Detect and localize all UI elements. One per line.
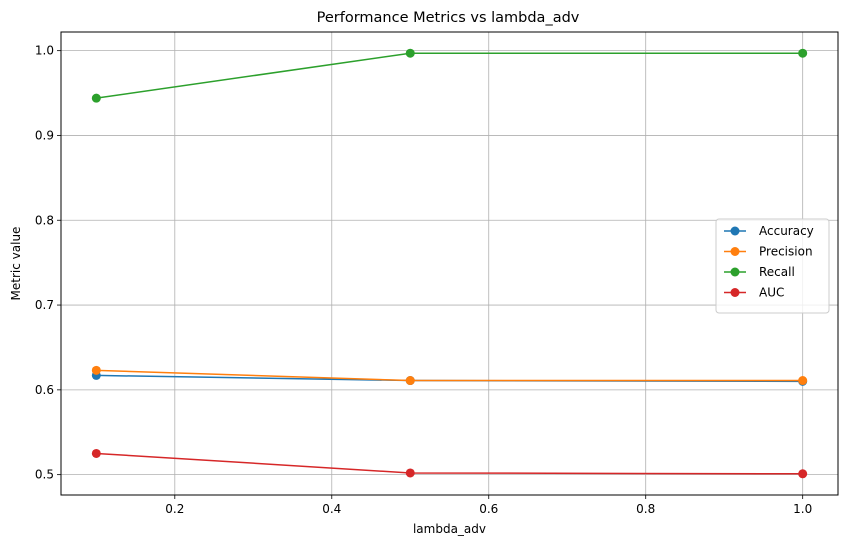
axis-ticks: 0.2 0.4 0.6 0.8 1.0 0.5 0.6 0.7 0.8 0.9 1.0 — [35, 44, 812, 516]
data-point-auc — [405, 468, 415, 478]
series-precision — [91, 365, 808, 386]
legend-label: Recall — [759, 265, 795, 279]
data-point-auc — [798, 469, 808, 479]
legend-label: AUC — [759, 286, 784, 300]
x-tick-label: 0.8 — [636, 502, 655, 516]
legend-label: Accuracy — [759, 224, 814, 238]
series-line-recall — [96, 52, 803, 99]
x-tick-label: 1.0 — [793, 502, 812, 516]
legend-item-recall: Recall — [724, 265, 795, 279]
legend-swatch-marker — [730, 288, 740, 297]
plot-area-frame — [60, 31, 839, 496]
x-tick-label: 0.6 — [479, 502, 498, 516]
data-point-recall — [405, 48, 415, 58]
y-tick-label: 0.5 — [35, 468, 54, 482]
data-point-precision — [91, 365, 101, 375]
series-line-auc — [96, 452, 803, 475]
legend-swatch-marker — [730, 247, 740, 256]
legend-item-accuracy: Accuracy — [724, 224, 814, 238]
y-tick-label: 1.0 — [35, 44, 54, 58]
series-auc — [91, 448, 808, 479]
series-line-precision — [96, 369, 803, 382]
chart-title: Performance Metrics vs lambda_adv — [317, 10, 580, 26]
y-tick-label: 0.7 — [35, 298, 54, 312]
series-recall — [91, 48, 808, 103]
legend-swatch-marker — [730, 267, 740, 277]
y-tick-label: 0.8 — [35, 213, 54, 227]
legend-frame — [715, 218, 830, 314]
y-tick-label: 0.9 — [35, 128, 54, 142]
data-point-auc — [91, 448, 101, 458]
x-tick-label: 0.4 — [322, 502, 341, 516]
data-point-precision — [405, 376, 415, 386]
x-tick-label: 0.2 — [165, 502, 184, 516]
series-layer — [91, 48, 808, 479]
data-point-recall — [798, 48, 808, 58]
data-point-precision — [798, 376, 808, 386]
legend-swatch-marker — [730, 226, 740, 236]
y-axis-label: Metric value — [9, 227, 23, 301]
legend-item-auc: AUC — [724, 286, 784, 300]
legend-label: Precision — [759, 245, 813, 259]
y-tick-label: 0.6 — [35, 383, 54, 397]
x-axis-label: lambda_adv — [413, 522, 486, 536]
legend-item-precision: Precision — [724, 245, 813, 259]
data-point-recall — [91, 93, 101, 103]
legend: Accuracy Precision Recall AUC — [715, 218, 830, 314]
